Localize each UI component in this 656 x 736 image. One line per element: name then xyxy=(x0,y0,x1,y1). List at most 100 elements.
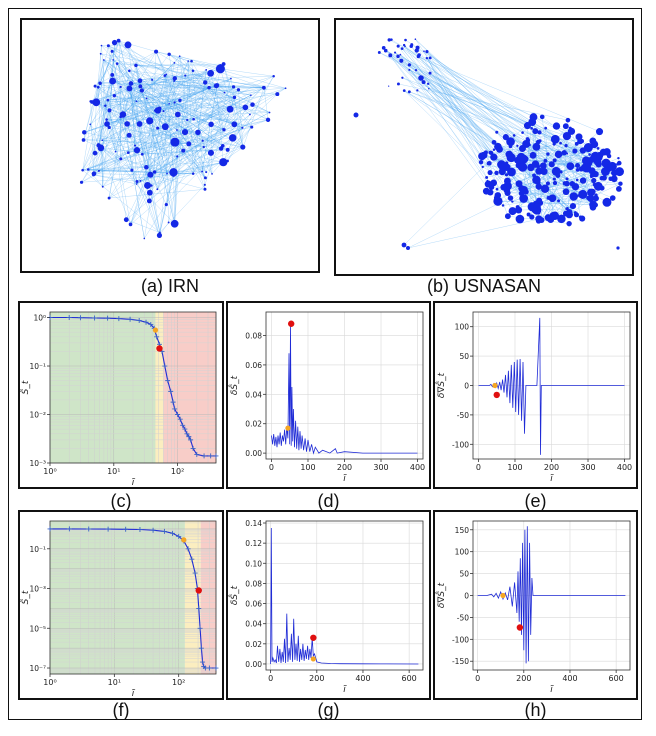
network-node xyxy=(236,88,241,92)
x-tick-label: 100 xyxy=(507,463,522,472)
network-edge xyxy=(112,74,203,172)
network-edge xyxy=(98,145,133,171)
network-edge xyxy=(403,44,541,204)
network-node xyxy=(214,83,220,88)
network-edge xyxy=(185,75,243,128)
network-node xyxy=(515,206,523,214)
y-tick-label: 10⁰ xyxy=(33,314,46,323)
network-node xyxy=(250,94,252,96)
y-tick-label: 0.08 xyxy=(245,579,262,588)
network-node xyxy=(507,167,516,177)
y-tick-label: 100 xyxy=(455,323,470,332)
network-node xyxy=(539,114,545,120)
network-node xyxy=(539,162,547,170)
network-node xyxy=(536,197,543,204)
data-point xyxy=(201,453,207,459)
network-node xyxy=(231,121,238,128)
network-edge xyxy=(220,68,274,77)
chart-d: 0 100 200 300 400 0.00 0.02 0.04 0.06 0.08 ĩ δŜ_t xyxy=(228,311,425,484)
network-node xyxy=(526,212,531,217)
network-node xyxy=(579,177,587,184)
network-node xyxy=(187,60,190,62)
data-point xyxy=(196,605,202,611)
network-node xyxy=(406,246,410,250)
network-edge xyxy=(102,59,105,187)
network-edge xyxy=(109,127,174,176)
network-node xyxy=(93,84,97,88)
network-node xyxy=(490,153,498,161)
network-node xyxy=(529,151,537,159)
network-node xyxy=(552,180,558,186)
network-edge xyxy=(135,65,207,173)
network-edge xyxy=(490,152,548,155)
network-node xyxy=(548,194,557,203)
network-node xyxy=(564,144,568,148)
network-node xyxy=(608,176,613,182)
network-node xyxy=(130,168,134,172)
y-tick-label: 0.00 xyxy=(245,660,262,669)
network-node xyxy=(495,187,499,191)
axes-frame xyxy=(265,520,424,671)
network-edge xyxy=(120,158,133,171)
data-point xyxy=(66,315,72,321)
network-edge xyxy=(566,150,584,209)
network-node xyxy=(593,181,603,191)
network-node xyxy=(527,163,535,172)
network-edge xyxy=(426,51,565,184)
network-node xyxy=(181,148,186,153)
network-node xyxy=(191,172,195,175)
data-point xyxy=(143,319,149,325)
network-edge xyxy=(116,63,168,174)
network-edge xyxy=(119,41,286,89)
network-node xyxy=(399,53,402,56)
network-edge xyxy=(96,51,113,103)
network-node xyxy=(491,139,497,145)
y-tick-label: 0.12 xyxy=(245,539,262,548)
y-axis-label: δ∇Ŝ_t xyxy=(435,372,447,398)
network-node xyxy=(383,49,388,53)
network-node xyxy=(552,158,557,163)
network-node xyxy=(486,161,491,166)
network-node xyxy=(399,58,404,63)
network-node xyxy=(417,53,421,57)
network-node xyxy=(107,108,112,113)
network-node xyxy=(272,74,275,78)
network-node xyxy=(226,105,234,113)
network-node xyxy=(575,178,579,182)
network-node xyxy=(586,195,591,201)
network-edge xyxy=(173,172,175,224)
network-node xyxy=(146,198,152,204)
network-node xyxy=(164,203,168,207)
network-edge xyxy=(211,127,252,174)
network-edge xyxy=(400,54,536,165)
network-node xyxy=(592,195,599,202)
network-edge xyxy=(103,59,136,146)
network-node xyxy=(81,138,86,142)
network-edge xyxy=(84,103,170,133)
network-node xyxy=(532,142,541,151)
network-node xyxy=(507,195,514,201)
network-node xyxy=(140,152,144,156)
network-node xyxy=(525,122,529,126)
network-node xyxy=(138,84,143,89)
network-node xyxy=(101,139,104,142)
network-node xyxy=(561,149,567,156)
network-edge xyxy=(140,180,160,236)
network-node xyxy=(144,164,149,170)
network-edge xyxy=(102,87,210,141)
network-node xyxy=(595,128,604,136)
caption-b: (b) USNASAN xyxy=(426,276,542,296)
network-edge xyxy=(93,78,175,174)
network-edge xyxy=(139,80,235,98)
network-node xyxy=(133,144,137,147)
data-point xyxy=(172,406,178,412)
band-green xyxy=(50,312,156,463)
network-node xyxy=(494,170,499,176)
network-edge xyxy=(245,107,269,120)
network-edge xyxy=(117,63,194,71)
network-node xyxy=(499,164,506,171)
network-node xyxy=(154,107,162,114)
network-node xyxy=(124,121,130,127)
network-edge xyxy=(151,74,167,186)
network-node xyxy=(203,80,208,85)
